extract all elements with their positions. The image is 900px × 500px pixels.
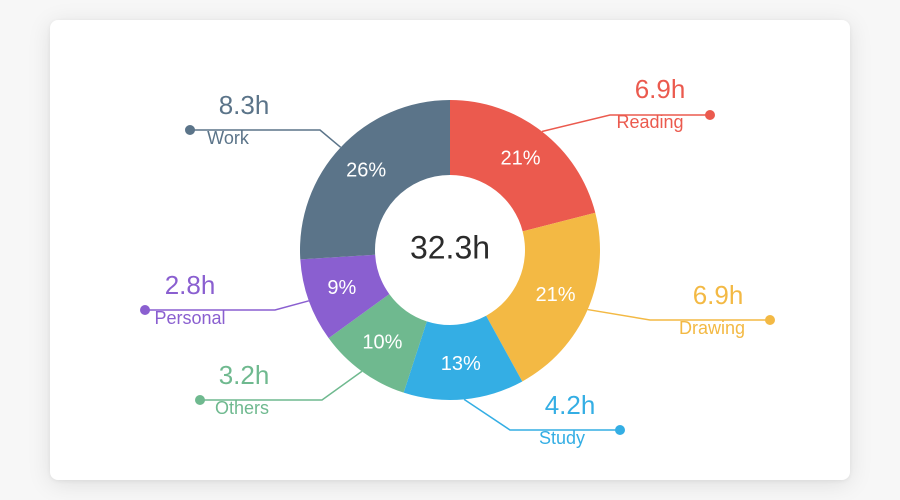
leader-dot-others xyxy=(195,395,205,405)
donut-chart: 21% 6.9h Reading 21% 6.9h Drawing 13% 4.2h Study… xyxy=(50,20,850,480)
callout-hours-drawing: 6.9h xyxy=(693,280,744,310)
leader-line-study xyxy=(464,399,620,430)
callout-hours-personal: 2.8h xyxy=(165,270,216,300)
pct-label-others: 10% xyxy=(362,331,402,353)
leader-dot-reading xyxy=(705,110,715,120)
callout-hours-reading: 6.9h xyxy=(635,74,686,104)
callout-hours-study: 4.2h xyxy=(545,390,596,420)
callout-name-study: Study xyxy=(539,428,585,448)
pct-label-drawing: 21% xyxy=(536,284,576,306)
pct-label-reading: 21% xyxy=(500,147,540,169)
center-total-label: 32.3h xyxy=(410,229,490,265)
callout-name-drawing: Drawing xyxy=(679,318,745,338)
callout-name-personal: Personal xyxy=(154,308,225,328)
callout-name-reading: Reading xyxy=(616,112,683,132)
leader-dot-personal xyxy=(140,305,150,315)
pct-label-work: 26% xyxy=(346,160,386,182)
leader-dot-study xyxy=(615,425,625,435)
callout-hours-others: 3.2h xyxy=(219,360,270,390)
pct-label-personal: 9% xyxy=(327,277,356,299)
callout-name-work: Work xyxy=(207,128,250,148)
pct-label-study: 13% xyxy=(441,353,481,375)
callout-name-others: Others xyxy=(215,398,269,418)
leader-dot-work xyxy=(185,125,195,135)
chart-card: 21% 6.9h Reading 21% 6.9h Drawing 13% 4.2h Study… xyxy=(50,20,850,480)
callout-hours-work: 8.3h xyxy=(219,90,270,120)
leader-dot-drawing xyxy=(765,315,775,325)
